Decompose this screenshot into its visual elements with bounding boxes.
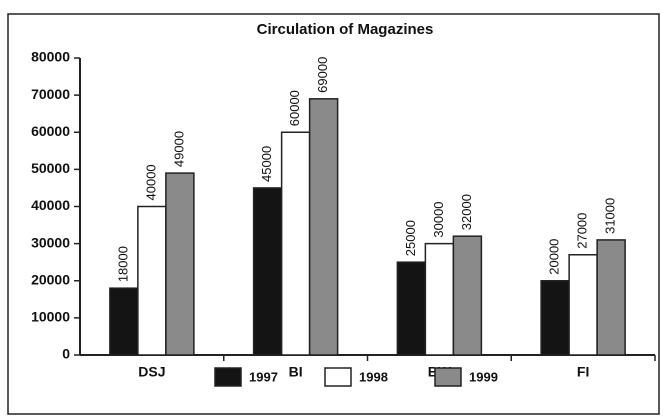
y-tick-label: 30000 [31, 234, 70, 250]
x-tick-label: BI [289, 364, 303, 380]
legend-swatch [324, 367, 352, 387]
chart-frame [7, 13, 660, 415]
y-tick-label: 10000 [31, 309, 70, 325]
y-tick-label: 60000 [31, 123, 70, 139]
chart-title: Circulation of Magazines [257, 21, 434, 38]
legend-label: 1997 [249, 369, 278, 384]
value-label: 49000 [171, 131, 186, 167]
bar [396, 261, 427, 356]
bar [424, 242, 455, 356]
bar [568, 254, 598, 356]
legend-swatch [434, 367, 462, 387]
value-label: 18000 [115, 246, 130, 282]
y-tick-label: 40000 [31, 197, 70, 213]
value-label: 27000 [575, 213, 590, 249]
y-tick-label: 0 [62, 346, 70, 362]
bar [252, 187, 283, 356]
value-label: 31000 [603, 198, 618, 234]
value-label: 30000 [431, 201, 446, 237]
value-label: 25000 [403, 220, 418, 256]
value-label: 45000 [259, 146, 274, 182]
bar [165, 172, 195, 356]
y-tick-label: 80000 [31, 49, 70, 65]
bar [452, 235, 483, 356]
value-label: 20000 [547, 239, 562, 275]
legend-swatch [214, 367, 242, 387]
value-label: 69000 [315, 57, 330, 93]
bar [308, 98, 339, 356]
y-tick-label: 50000 [31, 160, 70, 176]
bar [280, 131, 311, 356]
bar [109, 287, 139, 356]
legend-label: 1999 [469, 369, 498, 384]
value-label: 60000 [287, 90, 302, 126]
value-label: 40000 [143, 164, 158, 200]
x-tick-label: FI [577, 364, 589, 380]
bar [596, 239, 626, 356]
bar [540, 280, 570, 356]
bar [137, 205, 167, 356]
y-tick-label: 20000 [31, 271, 70, 287]
legend-label: 1998 [359, 369, 388, 384]
y-tick-label: 70000 [31, 86, 70, 102]
value-label: 32000 [459, 194, 474, 230]
x-tick-label: DSJ [138, 364, 165, 380]
